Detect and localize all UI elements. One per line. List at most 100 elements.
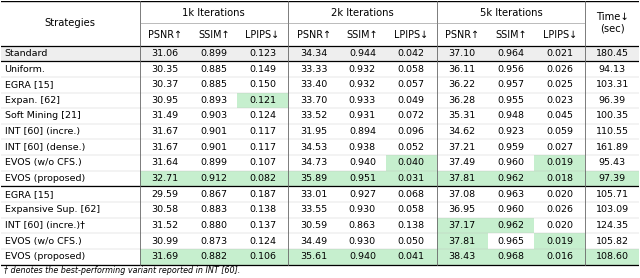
Text: 37.17: 37.17	[449, 221, 476, 230]
Text: 0.948: 0.948	[497, 111, 525, 120]
Text: 0.049: 0.049	[397, 96, 425, 105]
Text: 94.13: 94.13	[599, 64, 626, 74]
Text: 36.28: 36.28	[449, 96, 476, 105]
Text: 5k Iterations: 5k Iterations	[479, 8, 542, 18]
Text: 0.052: 0.052	[397, 143, 425, 152]
Bar	[585, 171, 639, 187]
Text: 30.58: 30.58	[152, 205, 179, 214]
Text: LPIPS↓: LPIPS↓	[543, 30, 577, 40]
Text: 0.903: 0.903	[200, 111, 227, 120]
Text: 34.34: 34.34	[300, 49, 327, 58]
Text: 105.71: 105.71	[596, 190, 628, 199]
Bar	[386, 155, 436, 171]
Text: 100.35: 100.35	[596, 111, 629, 120]
Text: 0.018: 0.018	[547, 174, 573, 183]
Text: INT [60] (dense.): INT [60] (dense.)	[4, 143, 85, 152]
Text: EGRA [15]: EGRA [15]	[4, 190, 53, 199]
Text: 0.121: 0.121	[249, 96, 276, 105]
Text: 33.33: 33.33	[300, 64, 328, 74]
Text: 108.60: 108.60	[596, 252, 628, 261]
Text: 0.962: 0.962	[497, 174, 525, 183]
Text: 0.882: 0.882	[200, 252, 227, 261]
Bar	[237, 171, 288, 187]
Text: 0.027: 0.027	[547, 143, 573, 152]
Text: 0.957: 0.957	[497, 80, 525, 89]
Text: 0.899: 0.899	[200, 158, 227, 167]
Text: 0.058: 0.058	[397, 64, 425, 74]
Text: 0.026: 0.026	[547, 64, 573, 74]
Text: EVOS (w/o CFS.): EVOS (w/o CFS.)	[4, 237, 81, 246]
Text: 0.893: 0.893	[200, 96, 227, 105]
Text: 0.138: 0.138	[397, 221, 425, 230]
Text: 36.22: 36.22	[449, 80, 476, 89]
Text: 0.138: 0.138	[249, 205, 276, 214]
Text: 33.70: 33.70	[300, 96, 327, 105]
Text: 0.963: 0.963	[497, 190, 525, 199]
Text: 0.096: 0.096	[397, 127, 425, 136]
Text: Soft Mining [21]: Soft Mining [21]	[4, 111, 80, 120]
Text: 0.899: 0.899	[200, 49, 227, 58]
Text: 31.67: 31.67	[152, 143, 179, 152]
Text: 96.39: 96.39	[599, 96, 626, 105]
Text: 0.040: 0.040	[397, 158, 425, 167]
Text: 0.021: 0.021	[547, 49, 573, 58]
Bar	[1, 46, 639, 61]
Text: 31.49: 31.49	[152, 111, 179, 120]
Text: 0.023: 0.023	[546, 96, 573, 105]
Text: 0.117: 0.117	[249, 143, 276, 152]
Text: 0.944: 0.944	[349, 49, 376, 58]
Text: 37.08: 37.08	[449, 190, 476, 199]
Text: 0.124: 0.124	[249, 237, 276, 246]
Text: SSIM↑: SSIM↑	[347, 30, 378, 40]
Text: 37.49: 37.49	[449, 158, 476, 167]
Text: 0.894: 0.894	[349, 127, 376, 136]
Text: 35.89: 35.89	[300, 174, 327, 183]
Text: 0.042: 0.042	[397, 49, 425, 58]
Text: 0.137: 0.137	[249, 221, 276, 230]
Text: 37.81: 37.81	[449, 174, 476, 183]
Text: 0.117: 0.117	[249, 127, 276, 136]
Text: 0.932: 0.932	[349, 80, 376, 89]
Text: 0.107: 0.107	[249, 158, 276, 167]
Text: 0.045: 0.045	[547, 111, 573, 120]
Text: EVOS (proposed): EVOS (proposed)	[4, 252, 84, 261]
Text: 0.885: 0.885	[200, 80, 227, 89]
Text: 180.45: 180.45	[596, 49, 628, 58]
Bar	[140, 171, 191, 187]
Bar	[436, 171, 488, 187]
Text: 0.020: 0.020	[547, 221, 573, 230]
Text: 0.150: 0.150	[249, 80, 276, 89]
Text: 0.940: 0.940	[349, 252, 376, 261]
Bar	[585, 249, 639, 265]
Text: 35.31: 35.31	[449, 111, 476, 120]
Bar	[534, 249, 585, 265]
Text: 0.968: 0.968	[497, 252, 525, 261]
Text: 0.959: 0.959	[497, 143, 525, 152]
Text: 0.863: 0.863	[349, 221, 376, 230]
Text: 30.59: 30.59	[300, 221, 327, 230]
Text: 0.057: 0.057	[397, 80, 425, 89]
Text: 38.43: 38.43	[449, 252, 476, 261]
Bar	[140, 249, 191, 265]
Bar	[488, 218, 534, 233]
Bar	[237, 249, 288, 265]
Text: 0.912: 0.912	[200, 174, 227, 183]
Text: 105.82: 105.82	[596, 237, 628, 246]
Text: 0.873: 0.873	[200, 237, 227, 246]
Text: 0.050: 0.050	[397, 237, 425, 246]
Bar	[436, 218, 488, 233]
Text: 0.123: 0.123	[249, 49, 276, 58]
Text: 0.930: 0.930	[349, 237, 376, 246]
Text: 0.951: 0.951	[349, 174, 376, 183]
Text: 0.041: 0.041	[397, 252, 425, 261]
Text: 124.35: 124.35	[596, 221, 629, 230]
Text: 0.933: 0.933	[349, 96, 376, 105]
Text: INT [60] (incre.)†: INT [60] (incre.)†	[4, 221, 84, 230]
Text: LPIPS↓: LPIPS↓	[394, 30, 428, 40]
Text: 0.960: 0.960	[497, 205, 525, 214]
Text: PSNR↑: PSNR↑	[148, 30, 182, 40]
Text: 97.39: 97.39	[599, 174, 626, 183]
Text: Expansive Sup. [62]: Expansive Sup. [62]	[4, 205, 100, 214]
Text: 0.880: 0.880	[200, 221, 227, 230]
Text: Standard: Standard	[4, 49, 48, 58]
